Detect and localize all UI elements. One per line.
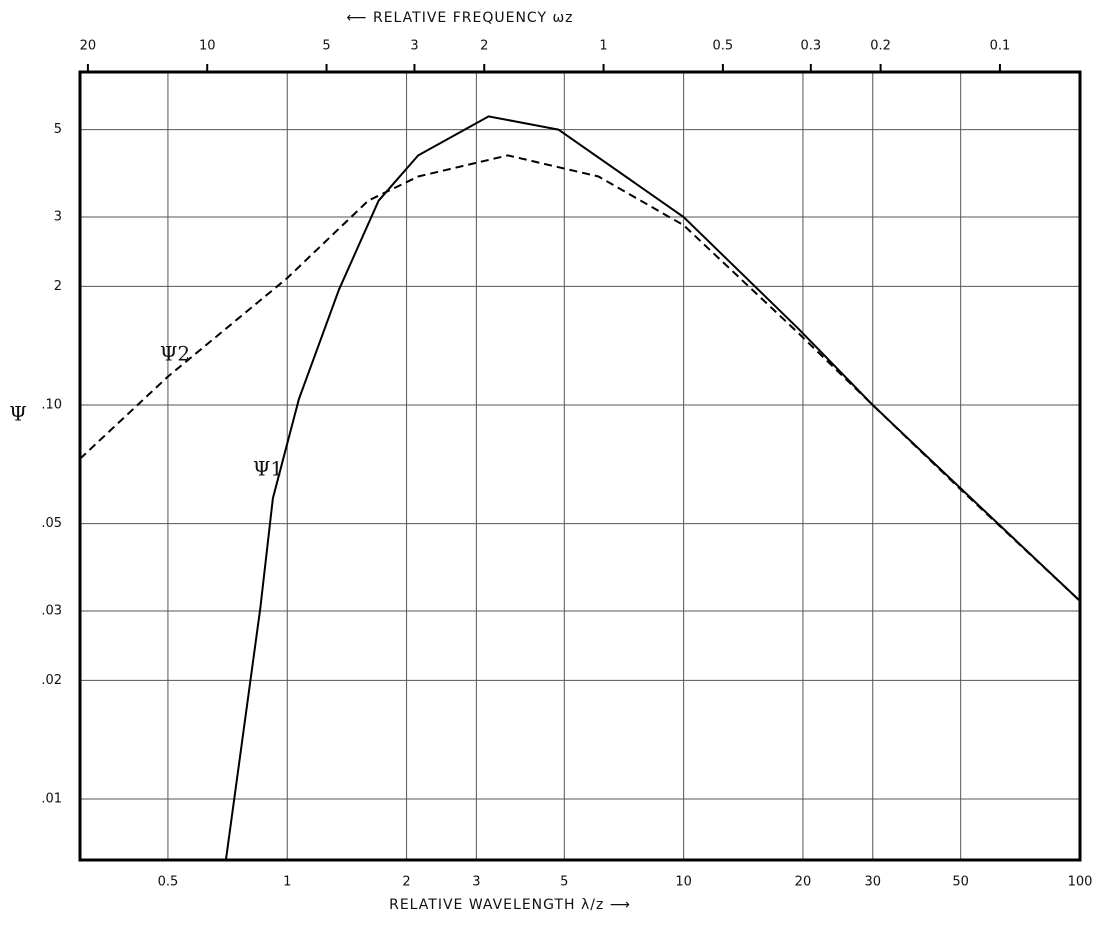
x2-tick-label: 20 xyxy=(80,39,97,54)
x2-tick-label: 0.5 xyxy=(713,39,734,54)
x2-tick-label: 3 xyxy=(410,39,418,54)
y-tick-label: 5 xyxy=(54,122,62,137)
x-tick-label: 3 xyxy=(472,875,480,890)
x2-tick-label: 5 xyxy=(322,39,330,54)
x-tick-label: 100 xyxy=(1068,875,1093,890)
x-tick-label: 0.5 xyxy=(158,875,179,890)
series-label: Ψ2 xyxy=(160,342,190,366)
y-tick-label: 2 xyxy=(54,279,62,294)
series-line xyxy=(79,154,1081,602)
x2-tick-label: 2 xyxy=(480,39,488,54)
x-tick-label: 50 xyxy=(952,875,969,890)
x-tick-label: 1 xyxy=(283,875,291,890)
x2-axis-title: ⟵ RELATIVE FREQUENCY ωz xyxy=(346,10,573,26)
x-tick-label: 10 xyxy=(675,875,692,890)
y-tick-label: 3 xyxy=(54,209,62,224)
x2-tick-label: 1 xyxy=(599,39,607,54)
x-axis-title: RELATIVE WAVELENGTH λ/z ⟶ xyxy=(389,897,631,913)
plot-frame xyxy=(78,70,1082,862)
x2-tick-label: 0.1 xyxy=(990,39,1011,54)
x2-tick-label: 0.3 xyxy=(800,39,821,54)
series-label: Ψ1 xyxy=(253,457,283,481)
series-line xyxy=(224,115,1081,861)
y-tick-label: .05 xyxy=(41,516,62,531)
y-tick-label: .01 xyxy=(41,791,62,806)
x-tick-label: 30 xyxy=(864,875,881,890)
y-axis-title: Ψ xyxy=(9,402,27,426)
x-tick-label: 20 xyxy=(795,875,812,890)
y-tick-label: .02 xyxy=(41,673,62,688)
x2-tick-label: 10 xyxy=(199,39,216,54)
x-tick-label: 2 xyxy=(402,875,410,890)
y-tick-label: .10 xyxy=(41,397,62,412)
x2-tick-label: 0.2 xyxy=(870,39,891,54)
y-tick-label: .03 xyxy=(41,603,62,618)
x-tick-label: 5 xyxy=(560,875,568,890)
